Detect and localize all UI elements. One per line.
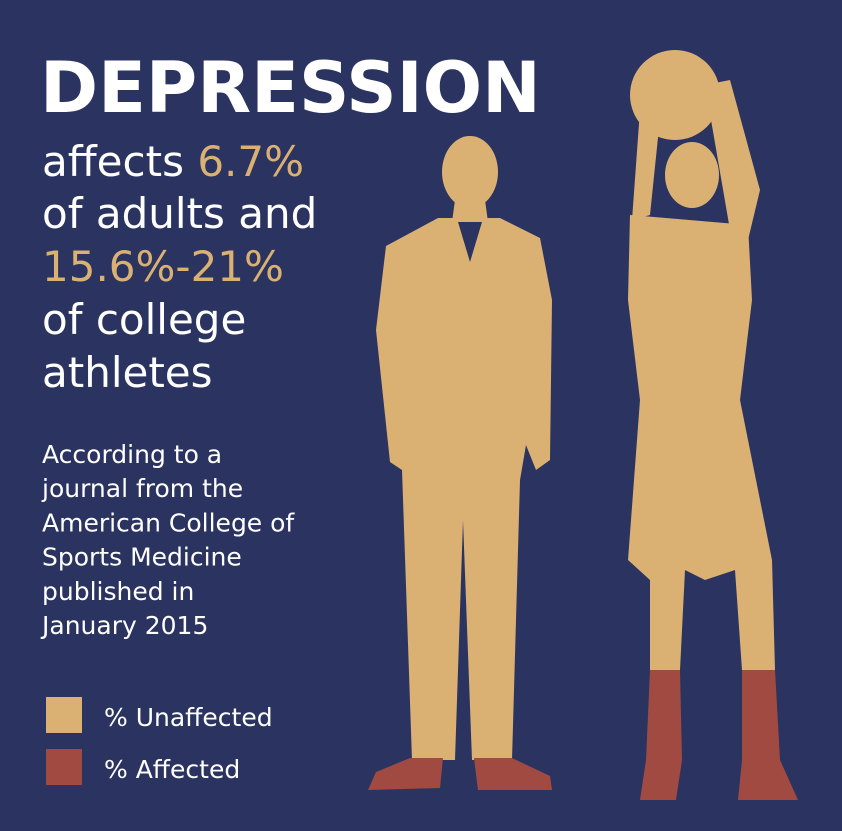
legend-label: % Unaffected xyxy=(104,703,273,732)
source-line: Sports Medicine xyxy=(42,543,242,572)
man-silhouette xyxy=(368,136,552,790)
legend-swatch xyxy=(46,749,82,785)
headline-highlight: 6.7% xyxy=(197,137,304,186)
headline-line: of college xyxy=(42,295,246,344)
source-line: journal from the xyxy=(41,474,243,503)
source-line: published in xyxy=(42,577,194,606)
headline-line: affects 6.7% xyxy=(42,137,304,186)
headline-line: athletes xyxy=(42,348,213,397)
athlete-silhouette xyxy=(628,50,798,800)
headline-highlight: 15.6%-21% xyxy=(42,242,284,291)
headline-text: affects xyxy=(42,137,197,186)
source-line: According to a xyxy=(42,440,222,469)
source-line: January 2015 xyxy=(40,611,208,640)
legend-label: % Affected xyxy=(104,755,240,784)
source: According to a journal from the American C… xyxy=(40,440,295,640)
headline-line: of adults and xyxy=(42,189,317,238)
title: DEPRESSION xyxy=(40,47,541,129)
source-line: American College of xyxy=(42,508,295,537)
legend-swatch xyxy=(46,697,82,733)
